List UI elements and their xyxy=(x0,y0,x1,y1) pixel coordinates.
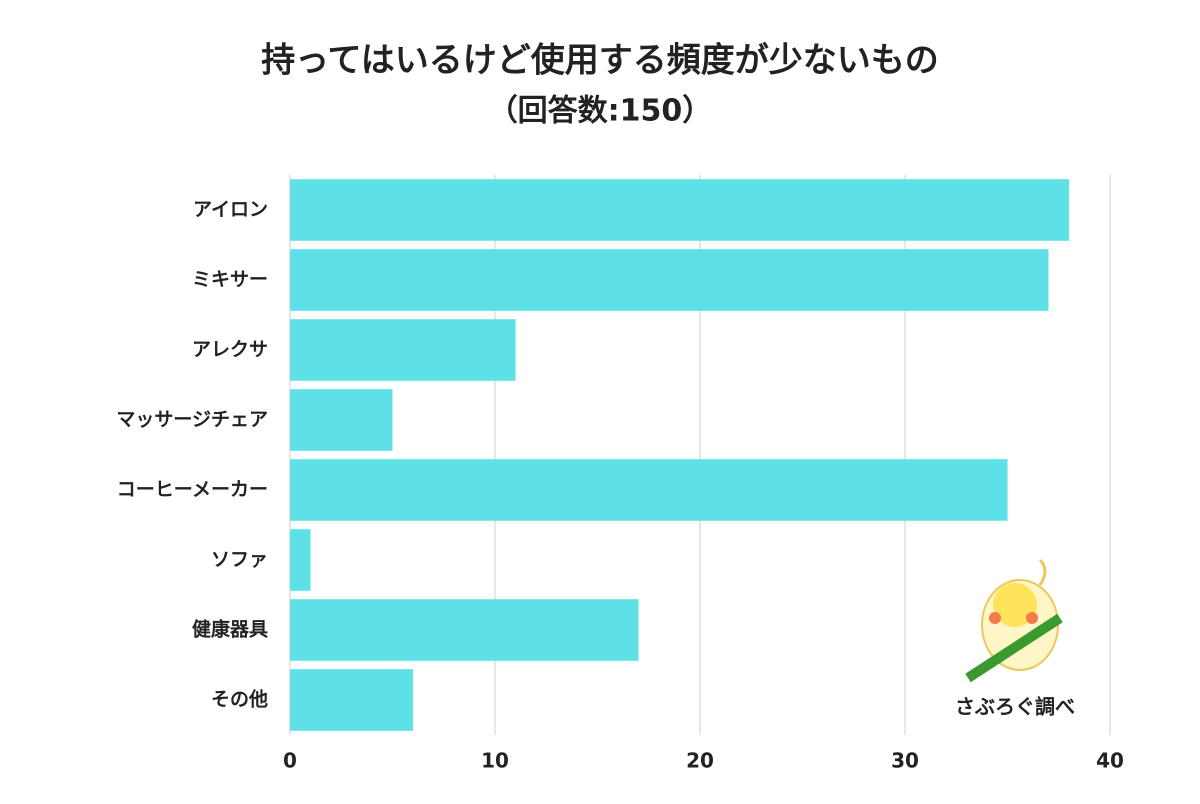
chart-title: 持ってはいるけど使用する頻度が少ないもの xyxy=(261,41,939,81)
bar xyxy=(290,459,1008,521)
y-tick-label: アレクサ xyxy=(192,339,268,361)
x-tick-label: 20 xyxy=(686,749,714,773)
bar xyxy=(290,179,1069,241)
y-tick-label: ソファ xyxy=(211,549,268,571)
y-tick-label: 健康器具 xyxy=(192,618,268,641)
bar xyxy=(290,319,516,381)
y-tick-label: マッサージチェア xyxy=(116,409,268,431)
y-tick-label: ミキサー xyxy=(192,269,268,291)
watermark: さぶろぐ調べ xyxy=(955,695,1075,719)
y-tick-label: コーヒーメーカー xyxy=(117,479,268,501)
y-tick-label: その他 xyxy=(211,688,268,711)
bar xyxy=(290,389,393,451)
x-tick-label: 0 xyxy=(283,749,297,773)
bar xyxy=(290,249,1049,311)
x-tick-label: 40 xyxy=(1096,749,1124,773)
bar xyxy=(290,529,311,591)
x-tick-label: 30 xyxy=(891,749,919,773)
bar xyxy=(290,599,639,661)
mascot xyxy=(965,558,1063,683)
bar xyxy=(290,669,413,731)
y-tick-label: アイロン xyxy=(193,199,268,221)
x-tick-label: 10 xyxy=(481,749,509,773)
chart-subtitle: （回答数:150） xyxy=(488,94,713,129)
